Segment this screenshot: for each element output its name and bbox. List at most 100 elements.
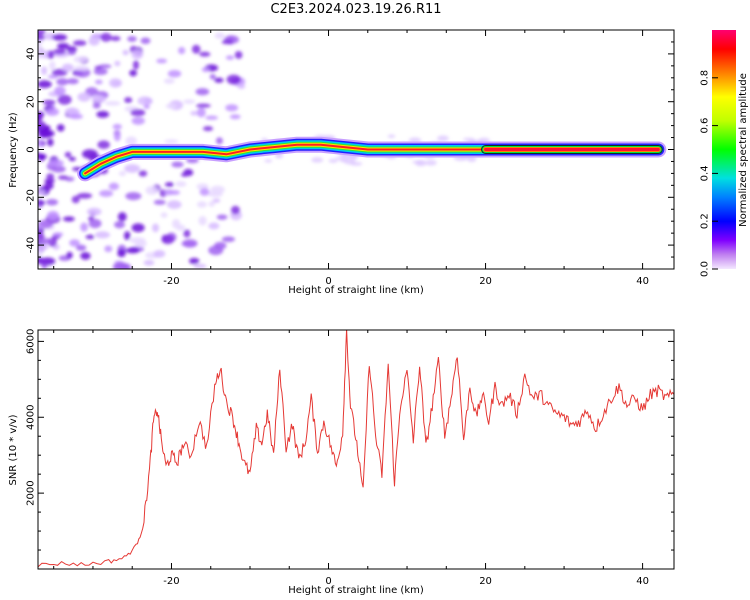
spectrogram-noise-field bbox=[38, 30, 491, 269]
noise-blob bbox=[132, 60, 140, 70]
chart-title: C2E3.2024.023.19.26.R11 bbox=[270, 2, 442, 17]
noise-blob bbox=[124, 97, 133, 104]
noise-blob bbox=[214, 32, 225, 39]
noise-blob bbox=[225, 104, 239, 112]
noise-blob bbox=[182, 239, 198, 248]
noise-blob bbox=[38, 128, 51, 139]
noise-blob bbox=[195, 88, 210, 96]
noise-blob bbox=[63, 216, 75, 222]
colorbar-tick-label: 0.8 bbox=[700, 70, 711, 86]
noise-speck bbox=[415, 160, 427, 167]
noise-blob bbox=[80, 222, 88, 232]
noise-blob bbox=[143, 104, 150, 110]
y-tick-label: 0 bbox=[26, 146, 37, 152]
noise-speck bbox=[264, 159, 273, 163]
noise-blob bbox=[138, 170, 148, 177]
noise-blob bbox=[127, 36, 137, 42]
noise-blob bbox=[208, 201, 215, 207]
noise-blob bbox=[49, 60, 56, 71]
noise-blob bbox=[124, 164, 141, 173]
noise-blob bbox=[51, 68, 68, 77]
noise-blob bbox=[38, 120, 46, 130]
noise-blob bbox=[221, 236, 236, 243]
noise-blob bbox=[190, 110, 198, 116]
noise-blob bbox=[131, 223, 145, 233]
noise-blob bbox=[131, 49, 144, 60]
noise-blob bbox=[195, 103, 211, 108]
noise-blob bbox=[122, 263, 132, 269]
noise-blob bbox=[57, 42, 70, 50]
spectrogram-ticks: -20 0 20 40 -40 -20 0 20 40 bbox=[26, 29, 674, 287]
noise-blob bbox=[46, 210, 60, 221]
noise-blob bbox=[38, 200, 46, 206]
noise-blob bbox=[92, 103, 101, 109]
noise-blob bbox=[151, 223, 160, 233]
noise-blob bbox=[163, 189, 174, 196]
noise-blob bbox=[108, 182, 120, 191]
noise-blob bbox=[82, 149, 98, 159]
noise-blob bbox=[166, 200, 182, 209]
noise-blob bbox=[38, 257, 52, 266]
noise-blob bbox=[125, 192, 142, 201]
noise-blob bbox=[145, 185, 159, 195]
x-tick-label: 40 bbox=[636, 576, 649, 587]
noise-blob bbox=[38, 30, 46, 35]
noise-blob bbox=[72, 40, 87, 46]
noise-blob bbox=[122, 49, 129, 56]
noise-blob bbox=[38, 142, 43, 147]
y-tick-label: 2000 bbox=[26, 480, 37, 505]
noise-blob bbox=[53, 48, 67, 55]
noise-blob bbox=[47, 138, 54, 147]
noise-blob bbox=[71, 195, 80, 204]
y-tick-label: 4000 bbox=[26, 405, 37, 430]
noise-blob bbox=[143, 260, 155, 266]
spectrogram-ridge bbox=[77, 136, 667, 182]
noise-blob bbox=[153, 199, 166, 205]
noise-blob bbox=[178, 46, 186, 55]
noise-blob bbox=[38, 249, 43, 257]
noise-blob bbox=[202, 126, 214, 132]
noise-blob bbox=[123, 231, 131, 241]
noise-blob bbox=[110, 35, 121, 42]
noise-blob bbox=[73, 56, 88, 63]
noise-blob bbox=[38, 189, 46, 196]
noise-blob bbox=[58, 175, 69, 180]
noise-blob bbox=[130, 109, 146, 117]
noise-blob bbox=[112, 123, 122, 130]
noise-speck bbox=[437, 135, 449, 142]
noise-blob bbox=[88, 36, 100, 46]
noise-blob bbox=[52, 232, 64, 237]
noise-blob bbox=[44, 178, 56, 183]
colorbar-tick-label: 0.4 bbox=[700, 165, 711, 181]
noise-blob bbox=[171, 219, 181, 229]
y-tick-label: -20 bbox=[26, 189, 37, 205]
noise-blob bbox=[94, 79, 103, 85]
noise-blob bbox=[163, 78, 175, 84]
noise-blob bbox=[198, 216, 207, 226]
noise-blob bbox=[52, 34, 68, 41]
noise-blob bbox=[183, 99, 196, 104]
noise-blob bbox=[229, 114, 241, 120]
noise-blob bbox=[76, 192, 93, 199]
noise-blob bbox=[160, 212, 168, 218]
noise-blob bbox=[64, 151, 72, 158]
noise-blob bbox=[156, 58, 168, 64]
noise-speck bbox=[339, 158, 348, 163]
noise-blob bbox=[80, 252, 91, 260]
noise-blob bbox=[208, 245, 224, 256]
spectrogram-y-axis-label: Frequency (Hz) bbox=[8, 112, 19, 188]
y-tick-label: 40 bbox=[26, 48, 37, 61]
spectrogram-x-axis-label: Height of straight line (km) bbox=[288, 285, 424, 296]
y-tick-label: 20 bbox=[26, 95, 37, 108]
noise-blob bbox=[38, 80, 52, 89]
noise-blob bbox=[210, 185, 225, 194]
noise-blob bbox=[180, 172, 189, 177]
noise-blob bbox=[140, 37, 151, 45]
noise-blob bbox=[96, 110, 110, 118]
noise-blob bbox=[69, 239, 80, 247]
snr-x-axis-label: Height of straight line (km) bbox=[288, 585, 424, 596]
noise-blob bbox=[88, 218, 102, 229]
noise-blob bbox=[164, 182, 174, 187]
noise-blob bbox=[221, 39, 234, 45]
noise-blob bbox=[47, 74, 59, 79]
